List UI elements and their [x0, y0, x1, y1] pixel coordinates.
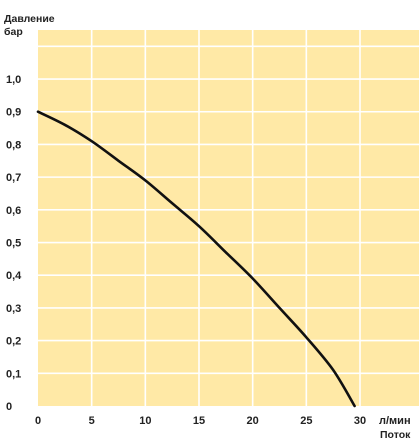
y-tick-label: 0,1: [6, 368, 21, 380]
y-tick-label: 0,9: [6, 107, 21, 119]
x-tick-label: 20: [247, 415, 259, 427]
y-tick-label: 0,3: [6, 303, 21, 315]
plot-area: [38, 30, 419, 406]
x-tick-labels: 0 5 10 15 20 25 30: [35, 415, 366, 427]
series-line: [36, 110, 356, 408]
y-tick-label: 0,6: [6, 205, 21, 217]
y-tick-label: 0,8: [6, 139, 21, 151]
y-axis-unit: бар: [4, 26, 23, 38]
x-tick-label: 25: [300, 415, 312, 427]
x-tick-label: 15: [193, 415, 205, 427]
grid: [38, 30, 419, 406]
y-tick-labels: 0 0,1 0,2 0,3 0,4 0,5 0,6 0,7 0,8 0,9 1,0: [6, 74, 22, 413]
y-axis-title: Давление: [4, 13, 55, 25]
x-axis-title: Поток: [380, 429, 411, 441]
y-tick-label: 0: [6, 401, 12, 413]
y-tick-label: 1,0: [6, 74, 21, 86]
x-tick-label: 5: [89, 415, 95, 427]
y-tick-label: 0,7: [6, 172, 21, 184]
x-axis-unit: л/мин: [379, 415, 411, 427]
y-tick-label: 0,5: [6, 238, 21, 250]
y-tick-label: 0,2: [6, 336, 21, 348]
y-tick-label: 0,4: [6, 270, 22, 282]
x-tick-label: 0: [35, 415, 41, 427]
x-tick-label: 30: [354, 415, 366, 427]
x-tick-label: 10: [139, 415, 151, 427]
